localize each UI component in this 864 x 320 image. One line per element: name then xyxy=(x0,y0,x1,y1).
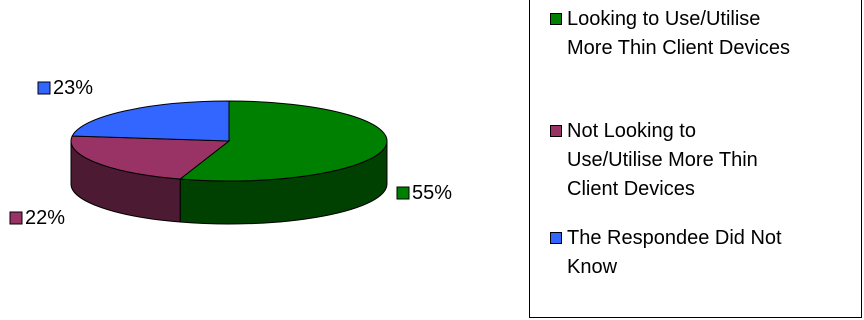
legend-swatch-not-looking xyxy=(550,125,562,137)
pie-slice-1 xyxy=(70,135,231,180)
data-label-swatch-1 xyxy=(9,211,23,225)
pie-slice-0 xyxy=(178,100,388,182)
data-label-2: 23% xyxy=(53,77,93,99)
chart-legend: Looking to Use/Utilise More Thin Client … xyxy=(529,0,862,318)
data-label-1: 22% xyxy=(25,207,65,229)
legend-label-looking: Looking to Use/Utilise More Thin Client … xyxy=(567,8,791,59)
legend-swatch-did-not-know xyxy=(550,232,562,244)
legend-label-did-not-know: The Respondee Did Not Know xyxy=(567,227,782,278)
legend-label-not-looking: Not Looking to Use/Utilise More Thin Cli… xyxy=(567,120,758,200)
data-label-swatch-0 xyxy=(396,186,410,200)
data-label-swatch-2 xyxy=(37,81,51,95)
legend-item-did-not-know: The Respondee Did Not Know xyxy=(550,224,860,282)
data-label-0: 55% xyxy=(412,182,452,204)
legend-swatch-looking xyxy=(550,13,562,25)
legend-item-not-looking: Not Looking to Use/Utilise More Thin Cli… xyxy=(550,117,860,204)
pie-chart: 55% 22% 23% xyxy=(9,77,452,229)
legend-item-looking: Looking to Use/Utilise More Thin Client … xyxy=(550,5,860,63)
pie-slice-2 xyxy=(71,100,230,142)
